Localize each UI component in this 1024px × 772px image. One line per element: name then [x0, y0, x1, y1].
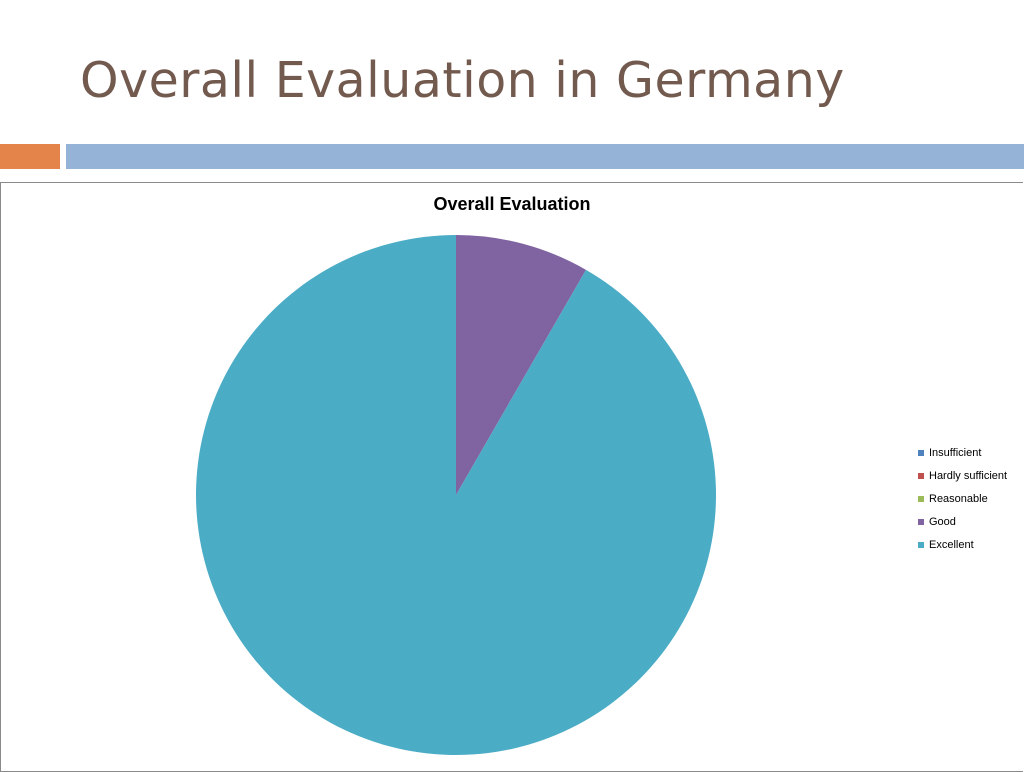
legend-item-hardly-sufficient: Hardly sufficient [918, 464, 1007, 487]
accent-bar-blue [66, 144, 1024, 169]
chart-legend: Insufficient Hardly sufficient Reasonable G… [918, 441, 1007, 556]
accent-bar-orange [0, 144, 60, 169]
legend-item-insufficient: Insufficient [918, 441, 1007, 464]
legend-item-reasonable: Reasonable [918, 487, 1007, 510]
legend-swatch-hardly-sufficient [918, 472, 924, 479]
pie-slice-excellent [195, 235, 717, 755]
legend-label-hardly-sufficient: Hardly sufficient [929, 469, 1008, 482]
legend-swatch-insufficient [918, 449, 924, 456]
legend-swatch-excellent [918, 541, 924, 548]
legend-item-excellent: Excellent [918, 533, 1007, 556]
legend-label-good: Good [929, 515, 956, 528]
legend-label-reasonable: Reasonable [929, 492, 988, 505]
legend-swatch-reasonable [918, 495, 924, 502]
pie-slice-good [456, 235, 586, 495]
legend-label-insufficient: Insufficient [929, 446, 982, 459]
legend-label-excellent: Excellent [929, 538, 974, 551]
slide-title: Overall Evaluation in Germany [80, 52, 845, 109]
legend-swatch-good [918, 518, 924, 525]
legend-item-good: Good [918, 510, 1007, 533]
chart-title: Overall Evaluation [433, 194, 591, 214]
